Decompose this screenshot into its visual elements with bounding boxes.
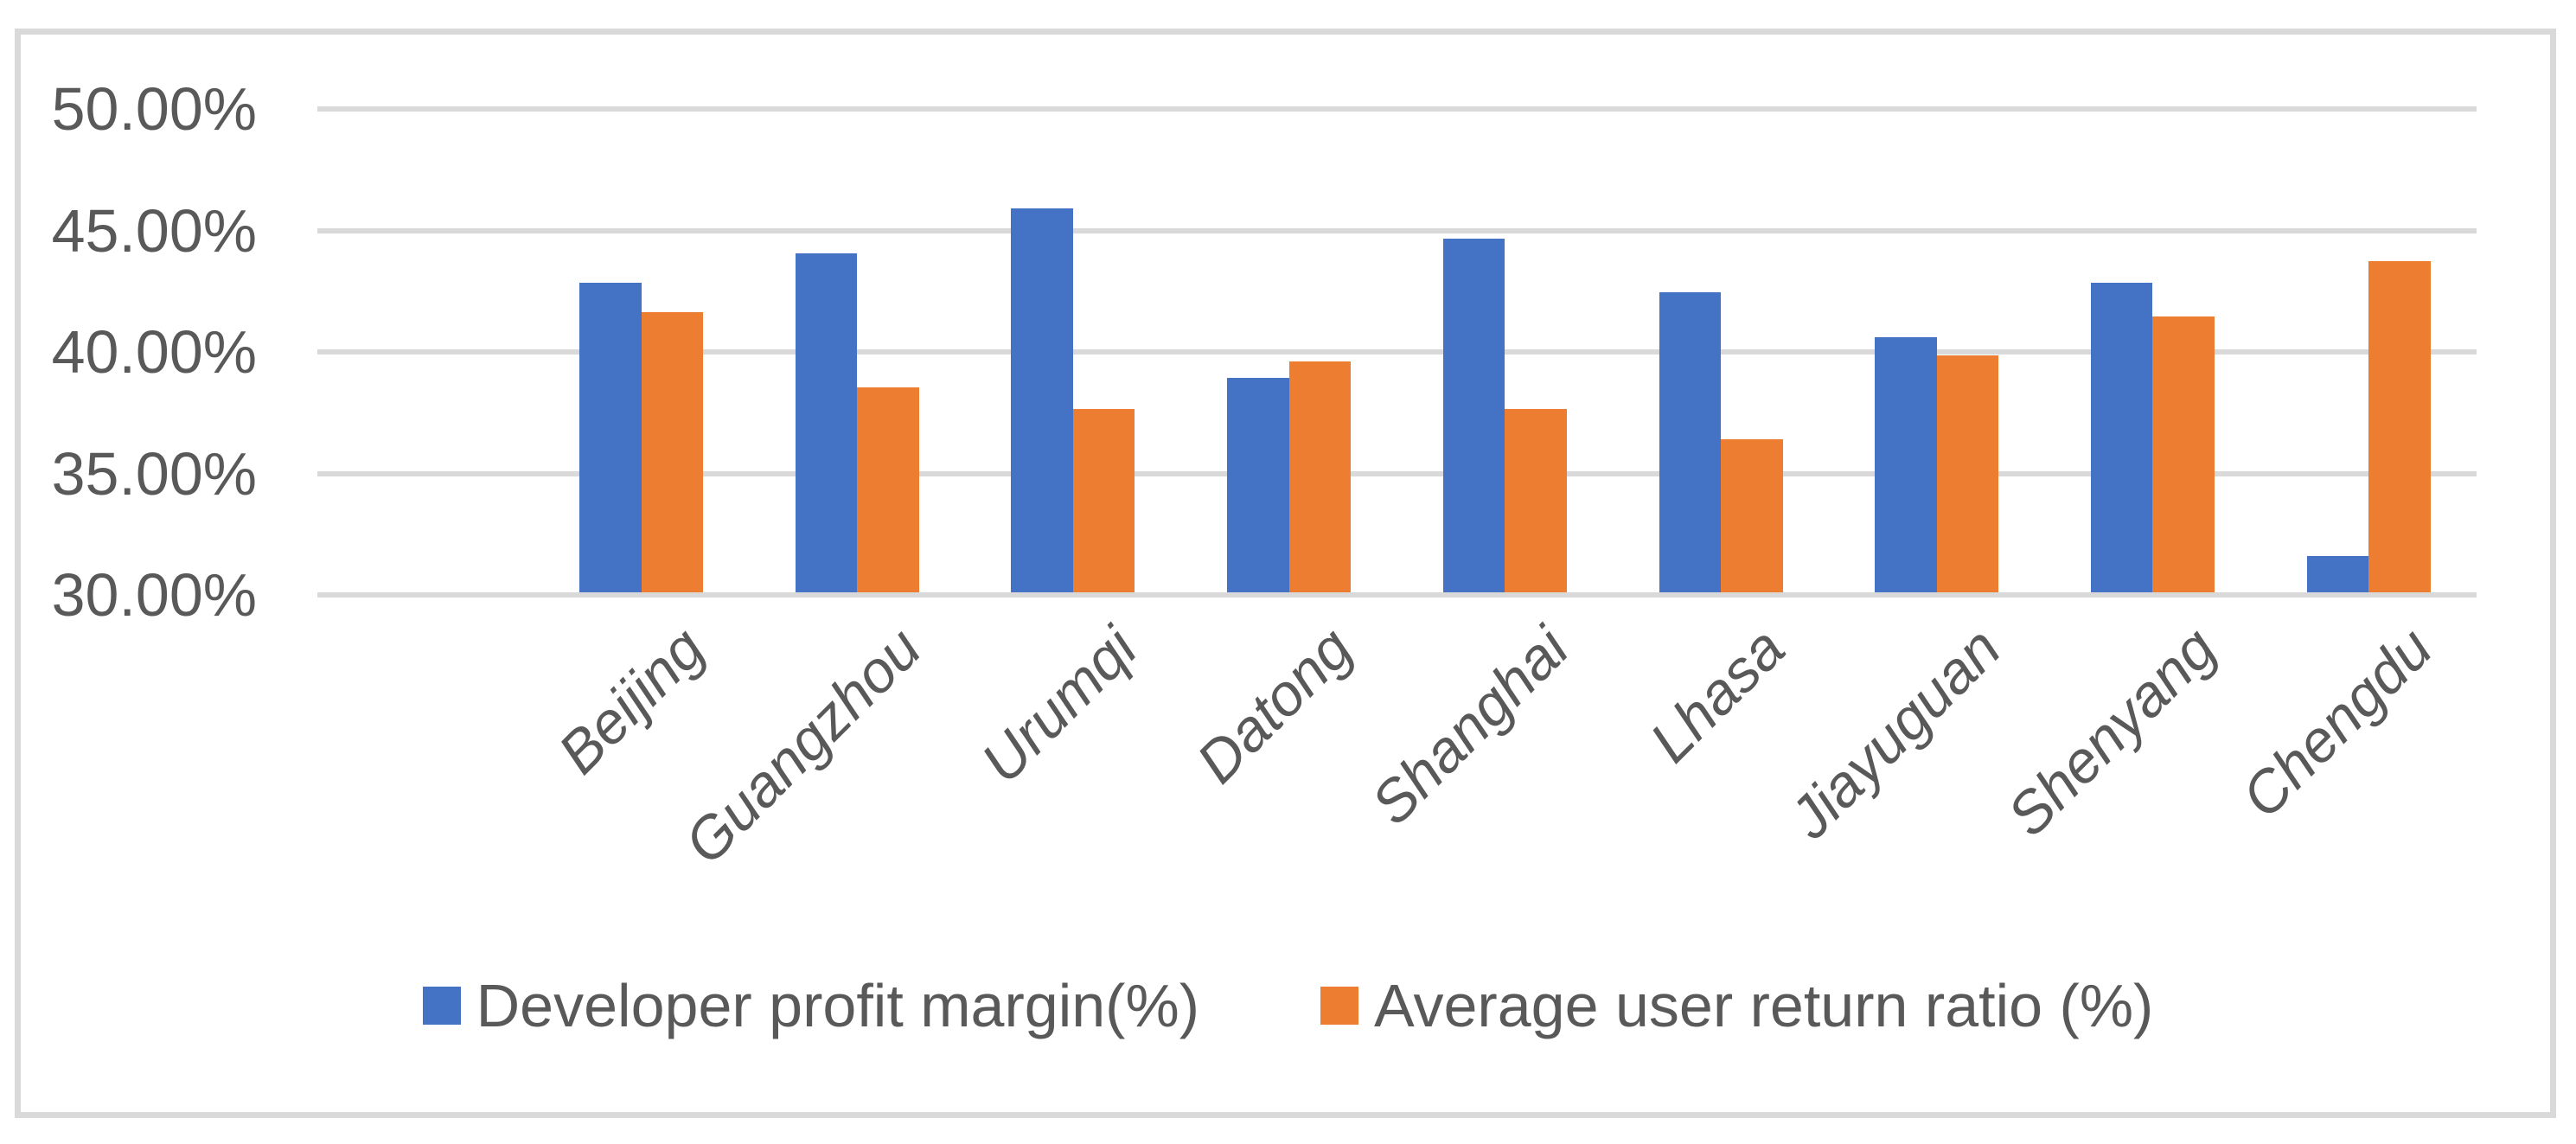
legend-item-average-user-return-ratio: Average user return ratio (%) — [1320, 975, 2153, 1036]
bar-average-user-return-ratio — [1288, 361, 1352, 595]
x-axis-label: Chengdu — [2229, 615, 2445, 831]
gridline — [317, 470, 2477, 476]
bar-average-user-return-ratio — [857, 387, 919, 595]
legend: Developer profit margin(%) Average user r… — [0, 975, 2576, 1036]
y-axis-tick-label: 45.00% — [51, 196, 257, 265]
gridline — [317, 106, 2477, 112]
x-axis-line — [317, 592, 2477, 598]
y-axis-tick-label: 30.00% — [51, 561, 257, 629]
bar-developer-profit-margin — [2090, 282, 2153, 595]
x-axis-label: Jiayuguan — [1776, 615, 2013, 852]
gridline — [317, 349, 2477, 355]
bar-developer-profit-margin — [1011, 208, 1073, 595]
x-axis-label: Lhasa — [1637, 615, 1798, 776]
x-axis-label: Shanghai — [1358, 615, 1582, 838]
gridline — [317, 227, 2477, 233]
legend-item-developer-profit-margin: Developer profit margin(%) — [422, 972, 1200, 1039]
y-axis-tick-label: 35.00% — [51, 439, 257, 508]
bar-developer-profit-margin — [2306, 556, 2369, 595]
plot-area — [317, 106, 2477, 598]
legend-swatch-icon — [422, 987, 461, 1025]
bar-average-user-return-ratio — [1072, 409, 1135, 595]
legend-label: Average user return ratio (%) — [1374, 972, 2154, 1039]
bar-average-user-return-ratio — [2152, 316, 2215, 595]
y-axis: 30.00% 35.00% 40.00% 45.00% 50.00% — [0, 79, 257, 625]
y-axis-tick-label: 40.00% — [51, 318, 257, 386]
bar-average-user-return-ratio — [1721, 439, 1783, 595]
legend-swatch-icon — [1320, 987, 1359, 1025]
y-axis-tick-label: 50.00% — [51, 75, 257, 143]
legend-label: Developer profit margin(%) — [476, 972, 1200, 1039]
x-axis-label: Shenyang — [1995, 615, 2229, 849]
bar-developer-profit-margin — [579, 282, 642, 595]
x-axis-label: Guangzhou — [671, 615, 934, 877]
bar-average-user-return-ratio — [1936, 355, 1999, 595]
x-axis-label: Datong — [1184, 615, 1365, 796]
bar-developer-profit-margin — [1875, 337, 1937, 595]
figure-border — [15, 29, 2556, 1118]
bar-developer-profit-margin — [1659, 292, 1722, 595]
bars-layer — [317, 109, 2477, 595]
bar-average-user-return-ratio — [1505, 409, 1567, 595]
x-axis-label: Urumqi — [968, 615, 1149, 796]
bar-developer-profit-margin — [795, 253, 858, 595]
bar-developer-profit-margin — [1442, 239, 1505, 595]
bar-average-user-return-ratio — [641, 311, 704, 595]
bar-average-user-return-ratio — [2368, 260, 2431, 595]
x-axis-label: Beijing — [546, 615, 718, 787]
bar-developer-profit-margin — [1227, 377, 1289, 595]
